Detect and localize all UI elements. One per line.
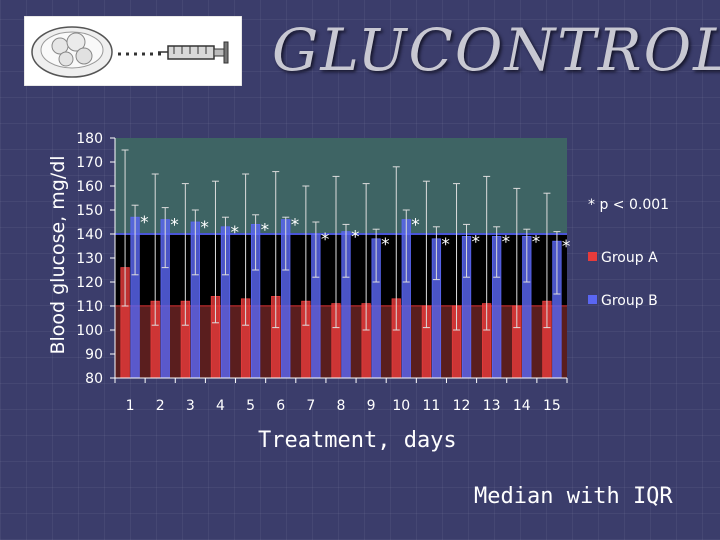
y-tick-label-90: 90 [85, 347, 103, 363]
x-tick-label-day-7: 7 [306, 398, 315, 414]
group-a-error-bar-day-9 [362, 183, 370, 331]
error-bars [121, 149, 561, 331]
y-tick-label-110: 110 [76, 299, 103, 315]
y-tick-label-130: 130 [76, 251, 103, 267]
group-a-error-bar-day-4 [211, 180, 219, 324]
significance-star-day-7: * [321, 230, 330, 250]
x-tick-label-day-2: 2 [156, 398, 165, 414]
legend-label-group-b: Group B [601, 293, 658, 309]
significance-star-day-4: * [230, 223, 239, 243]
significance-star-day-3: * [200, 218, 209, 238]
band-lower [115, 306, 567, 378]
x-tick-label-day-10: 10 [392, 398, 410, 414]
bars [120, 216, 562, 379]
legend-swatch-group-b [588, 295, 597, 304]
syringe-logo [24, 16, 242, 86]
legend: * p < 0.001 Group A Group B [588, 197, 669, 309]
significance-star-day-6: * [291, 216, 300, 236]
group-a-error-bar-day-13 [483, 175, 491, 331]
significance-star-day-12: * [472, 232, 481, 252]
legend-label-group-a: Group A [601, 250, 658, 266]
group-a-error-bar-day-15 [543, 192, 551, 329]
x-tick-label-day-12: 12 [453, 398, 471, 414]
group-a-error-bar-day-2 [151, 173, 159, 326]
x-tick-label-day-15: 15 [543, 398, 561, 414]
reference-bands [115, 138, 567, 378]
y-tick-label-150: 150 [76, 203, 103, 219]
group-a-error-bar-day-11 [422, 180, 430, 329]
x-tick-label-day-4: 4 [216, 398, 225, 414]
x-tick-label-day-13: 13 [483, 398, 501, 414]
x-tick-label-day-8: 8 [337, 398, 346, 414]
significance-star-day-5: * [261, 220, 270, 240]
group-b-error-bar-day-2 [161, 207, 169, 269]
group-b-error-bar-day-3 [191, 209, 199, 276]
significance-star-day-13: * [502, 232, 511, 252]
y-tick-label-120: 120 [76, 275, 103, 291]
significance-legend: * p < 0.001 [588, 197, 669, 213]
x-tick-label-day-3: 3 [186, 398, 195, 414]
x-tick-label-day-11: 11 [422, 398, 440, 414]
median-iqr-note: Median with IQR [474, 484, 673, 509]
group-a-error-bar-day-14 [513, 187, 521, 329]
y-tick-label-180: 180 [76, 131, 103, 147]
band-upper [115, 138, 567, 234]
group-a-error-bar-day-3 [181, 183, 189, 326]
legend-swatch-group-a [588, 252, 597, 261]
band-middle [115, 234, 567, 306]
page-title: GLUCONTROL [272, 16, 720, 84]
x-tick-label-day-6: 6 [276, 398, 285, 414]
x-tick-label-day-9: 9 [367, 398, 376, 414]
group-b-error-bar-day-8 [342, 223, 350, 278]
group-b-error-bar-day-9 [372, 228, 380, 283]
group-b-error-bar-day-1 [131, 204, 139, 276]
x-tick-label-day-5: 5 [246, 398, 255, 414]
group-b-error-bar-day-10 [402, 209, 410, 283]
significance-star-day-14: * [532, 232, 541, 252]
significance-star-day-1: * [140, 213, 149, 233]
group-b-error-bar-day-13 [493, 226, 501, 278]
significance-star-day-11: * [441, 235, 450, 255]
y-tick-label-100: 100 [76, 323, 103, 339]
group-a-error-bar-day-8 [332, 175, 340, 329]
y-tick-label-160: 160 [76, 179, 103, 195]
group-b-error-bar-day-12 [463, 223, 471, 278]
x-tick-label-day-14: 14 [513, 398, 531, 414]
significance-markers: * * * * * * * * * * * * * * * [140, 213, 570, 257]
significance-star-day-8: * [351, 228, 360, 248]
group-b-error-bar-day-6 [282, 216, 290, 271]
significance-star-day-9: * [381, 235, 390, 255]
significance-star-day-2: * [170, 216, 179, 236]
group-a-error-bar-day-10 [392, 166, 400, 331]
significance-star-day-15: * [562, 237, 571, 257]
group-b-error-bar-day-5 [252, 214, 260, 271]
group-b-error-bar-day-14 [523, 228, 531, 283]
x-tick-label-day-1: 1 [126, 398, 135, 414]
group-a-error-bar-day-12 [453, 183, 461, 331]
significance-star-day-10: * [411, 216, 420, 236]
group-b-error-bar-day-11 [432, 226, 440, 281]
group-b-error-bar-day-4 [221, 216, 229, 276]
y-tick-label-80: 80 [85, 371, 103, 387]
group-b-error-bar-day-15 [553, 231, 561, 295]
group-a-error-bar-day-1 [121, 149, 129, 307]
y-tick-label-140: 140 [76, 227, 103, 243]
group-a-error-bar-day-6 [272, 171, 280, 329]
group-a-error-bar-day-7 [302, 185, 310, 326]
group-a-error-bar-day-5 [242, 173, 250, 326]
group-b-error-bar-day-7 [312, 221, 320, 278]
y-tick-label-170: 170 [76, 155, 103, 171]
x-axis-label: Treatment, days [258, 428, 457, 453]
